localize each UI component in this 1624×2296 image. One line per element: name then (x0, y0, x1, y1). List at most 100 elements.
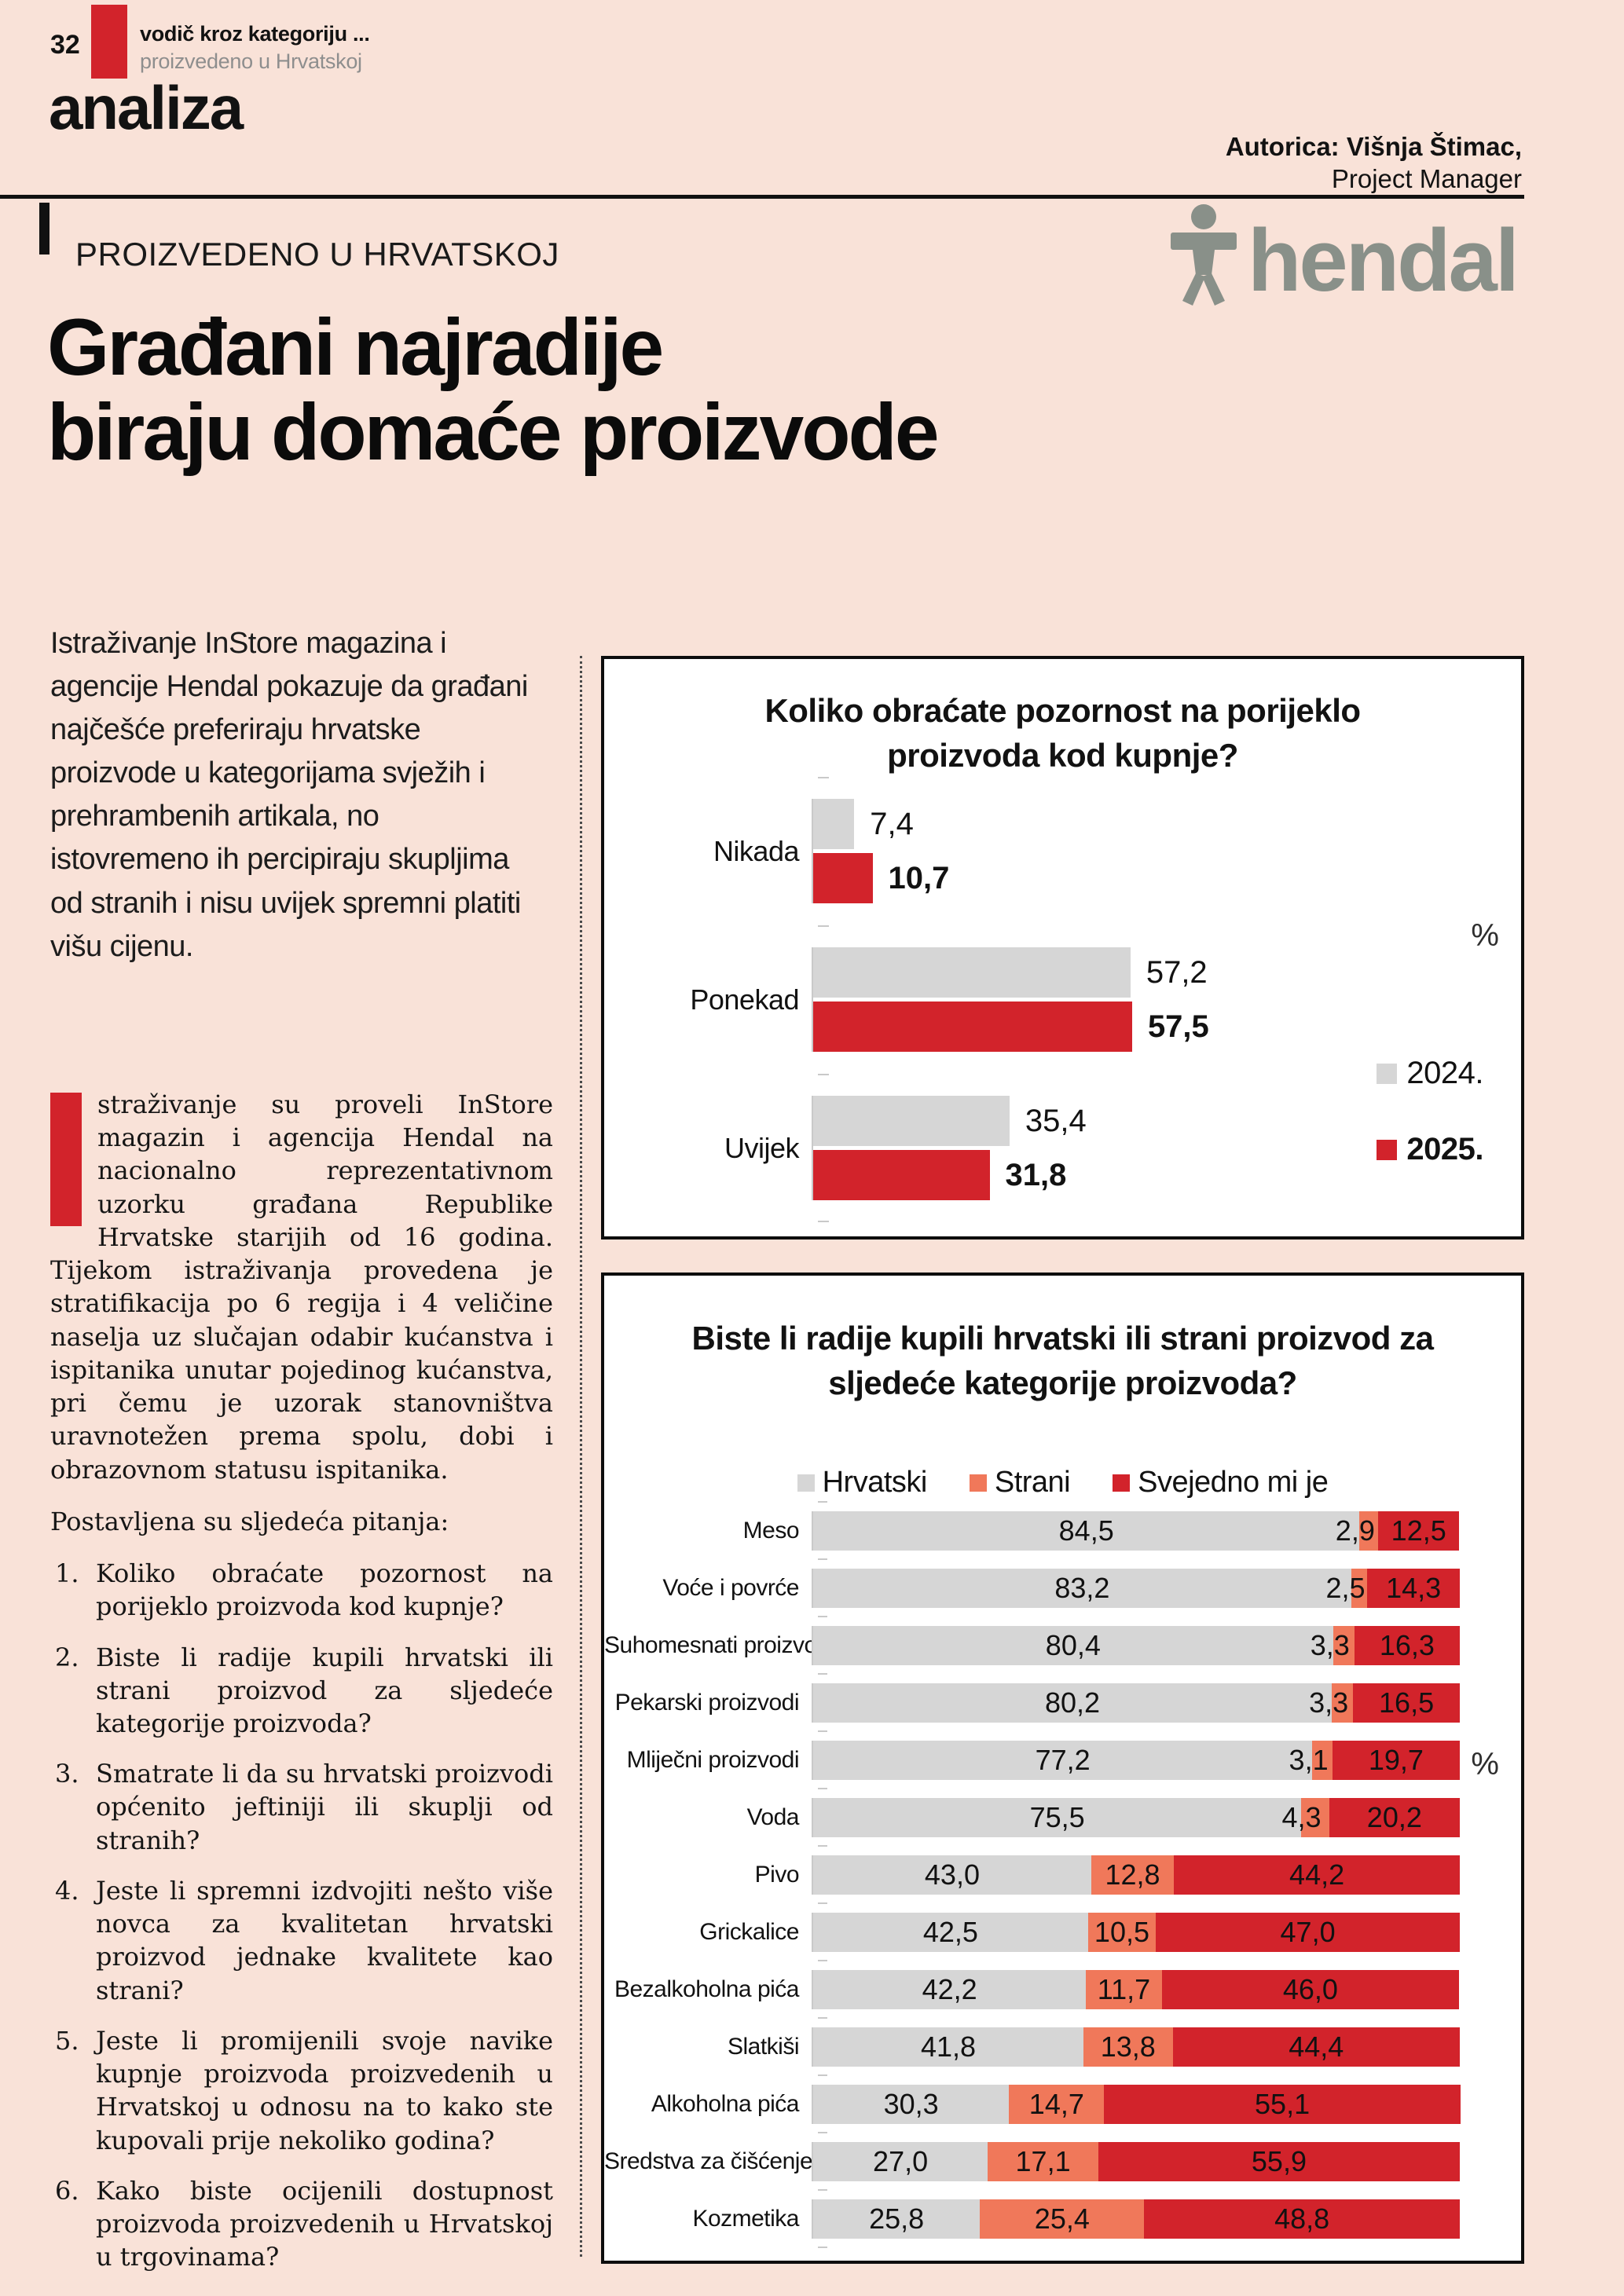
chart2-segment-hrvatski: 80,2 (813, 1683, 1333, 1723)
author-name: Autorica: Višnja Štimac, (1225, 132, 1522, 161)
hendal-wordmark: hendal (1248, 211, 1517, 306)
chart2-segment-svejedno: 12,5 (1378, 1511, 1460, 1551)
chart2-segment-strani: 25,4 (980, 2199, 1145, 2239)
hendal-logo-graphic: hendal (1171, 204, 1520, 309)
chart2-segment-strani: 10,5 (1087, 1912, 1157, 1952)
chart2-row: Pekarski proizvodi 80,2 3,3 16,5 (604, 1673, 1521, 1731)
chart2-row: Pivo 43,0 12,8 44,2 (604, 1845, 1521, 1903)
chart2-panel: Biste li radije kupili hrvatski ili stra… (601, 1273, 1524, 2264)
chart1-category-group: Nikada 7,4 10,7 (604, 777, 1521, 925)
chart2-segment-svejedno: 44,2 (1174, 1855, 1460, 1895)
chart2-value-label: 80,2 (1044, 1686, 1101, 1719)
chart2-value-label: 3,3 (1310, 1628, 1350, 1661)
chart2-category-label: Voda (746, 1803, 800, 1830)
chart2-category-label: Grickalice (699, 1918, 799, 1945)
chart2-segment-hrvatski: 77,2 (813, 1740, 1313, 1780)
chart2-segment-strani: 4,3 (1282, 1797, 1329, 1837)
chart2-segment-strani: 17,1 (988, 2141, 1098, 2181)
chart2-value-label: 2,9 (1335, 1514, 1375, 1547)
chart2-row: Mliječni proizvodi 77,2 3,1 19,7 (604, 1730, 1521, 1789)
question-item: Jeste li promijenili svoje navike kupnje… (55, 2024, 553, 2155)
chart1-value-label: 7,4 (870, 806, 914, 841)
chart1-category-bars: 57,2 57,5 (812, 947, 1521, 1052)
chart2-value-label: 80,4 (1045, 1628, 1101, 1661)
chart2-stacked-bar: 75,5 4,3 20,2 (812, 1797, 1521, 1837)
legend-label: Hrvatski (822, 1466, 928, 1499)
chart2-row: Kozmetika 25,8 25,4 48,8 (604, 2189, 1521, 2247)
chart2-row: Slatkiši 41,8 13,8 44,4 (604, 2017, 1521, 2075)
chart2-segment-svejedno: 16,5 (1353, 1683, 1460, 1723)
legend-swatch (1113, 1474, 1131, 1492)
legend-label: 2024. (1406, 1056, 1483, 1090)
chart2-row: Voda 75,5 4,3 20,2 (604, 1788, 1521, 1846)
section-title: analiza (49, 73, 244, 142)
chart2-category-label: Pekarski proizvodi (614, 1689, 800, 1716)
headline-line1: Građani najradije (47, 302, 664, 392)
chart2-segment-svejedno: 14,3 (1367, 1568, 1460, 1608)
chart2-row: Grickalice 42,5 10,5 47,0 (604, 1902, 1521, 1961)
chart2-segment-svejedno: 55,9 (1098, 2141, 1460, 2181)
chart1-bar-2024 (813, 1096, 1010, 1146)
chart2-stacked-bar: 77,2 3,1 19,7 (812, 1740, 1521, 1780)
chart2-segment-svejedno: 19,7 (1332, 1740, 1460, 1780)
chart1-panel: Koliko obraćate pozornost na porijeklo p… (601, 656, 1524, 1240)
chart2-stacked-bar: 80,4 3,3 16,3 (812, 1625, 1521, 1665)
legend-item-2024: 2024. (1377, 1056, 1483, 1091)
chart2-category-label: Slatkiši (727, 2033, 800, 2060)
chart2-segment-hrvatski: 84,5 (813, 1511, 1360, 1551)
chart1-bar-2024 (813, 799, 855, 849)
chart2-segment-strani: 13,8 (1083, 2027, 1173, 2067)
chart2-category-label: Suhomesnati proizvodi (604, 1631, 835, 1658)
chart1-bar-2025 (813, 1002, 1132, 1052)
chart2-segment-svejedno: 55,1 (1104, 2084, 1461, 2124)
question-item: Koliko obraćate pozornost na porijeklo p… (55, 1557, 553, 1622)
chart2-value-label: 75,5 (1029, 1800, 1085, 1833)
chart2-segment-strani: 12,8 (1091, 1855, 1175, 1895)
chart2-value-label: 44,4 (1289, 2030, 1344, 2063)
chart2-value-label: 48,8 (1274, 2202, 1330, 2235)
chart2-value-label: 83,2 (1054, 1571, 1110, 1604)
chart1-bar-row: 35,4 (813, 1096, 1521, 1146)
chart1-category-group: Ponekad 57,2 57,5 (604, 925, 1521, 1074)
chart2-stacked-bar: 43,0 12,8 44,2 (812, 1855, 1521, 1895)
question-item: Jeste li spremni izdvojiti nešto više no… (55, 1874, 553, 2005)
chart1-bar-row: 10,7 (813, 853, 1521, 903)
chart2-plot: Meso 84,5 2,9 12,5 Voće i povrće 83,2 2,5 14,3 S… (604, 1501, 1521, 2248)
red-block-decoration (91, 5, 127, 79)
chart2-legend: Hrvatski Strani Svejedno mi je (604, 1466, 1521, 1500)
chart2-value-label: 43,0 (924, 1858, 980, 1891)
closing-paragraph: Istraživanje je pokazalo da najveći udio… (50, 2293, 553, 2296)
intro-paragraph: Istraživanje InStore magazina i agencije… (50, 627, 528, 963)
chart2-segment-strani: 3,1 (1289, 1740, 1333, 1780)
question-item: Biste li radije kupili hrvatski ili stra… (55, 1641, 553, 1738)
chart1-value-label: 57,2 (1146, 954, 1208, 990)
chart1-legend: 2024. 2025. (1377, 1056, 1483, 1208)
chart1-plot: Nikada 7,4 10,7 Ponekad 57,2 57,5 Uvijek 35,4 31… (604, 777, 1521, 1222)
legend-swatch (969, 1474, 987, 1492)
chart2-segment-svejedno: 47,0 (1156, 1912, 1460, 1952)
questions-list: Koliko obraćate pozornost na porijeklo p… (50, 1557, 553, 2273)
chart2-category-label: Kozmetika (692, 2205, 799, 2232)
chart2-value-label: 2,5 (1325, 1571, 1366, 1604)
chart2-category-label: Sredstva za čišćenje (604, 2148, 813, 2174)
chart2-value-label: 27,0 (873, 2144, 929, 2177)
chart1-bar-row: 57,5 (813, 1002, 1521, 1052)
chart2-value-label: 12,5 (1391, 1514, 1446, 1547)
chart1-category-label: Nikada (713, 834, 800, 867)
chart2-category-label: Voće i povrće (662, 1574, 799, 1601)
legend-item-strani: Strani (969, 1466, 1071, 1500)
chart1-bar-2025 (813, 853, 873, 903)
chart2-row: Bezalkoholna pića 42,2 11,7 46,0 (604, 1960, 1521, 2018)
chart2-unit: % (1471, 1747, 1499, 1782)
chart2-value-label: 30,3 (883, 2087, 939, 2120)
chart2-stacked-bar: 30,3 14,7 55,1 (812, 2084, 1521, 2124)
chart2-value-label: 3,1 (1289, 1743, 1329, 1776)
chart2-stacked-bar: 83,2 2,5 14,3 (812, 1568, 1521, 1608)
chart2-row: Alkoholna pića 30,3 14,7 55,1 (604, 2074, 1521, 2133)
chart1-bar-2024 (813, 947, 1131, 998)
chart2-segment-strani: 2,9 (1336, 1511, 1379, 1551)
chart1-category-bars: 7,4 10,7 (812, 799, 1521, 903)
chart2-stacked-bar: 84,5 2,9 12,5 (812, 1511, 1521, 1551)
chart2-stacked-bar: 42,2 11,7 46,0 (812, 1969, 1521, 2009)
